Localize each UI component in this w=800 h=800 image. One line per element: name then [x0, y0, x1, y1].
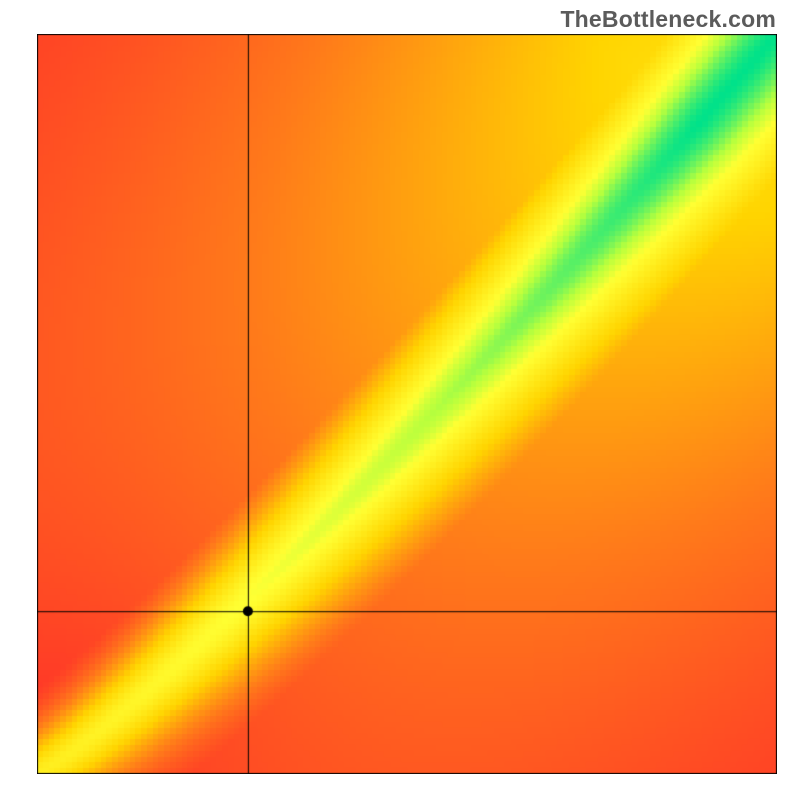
watermark-text: TheBottleneck.com: [560, 6, 776, 33]
chart-container: { "watermark": { "text": "TheBottleneck.…: [0, 0, 800, 800]
bottleneck-heatmap-canvas: [37, 34, 777, 774]
